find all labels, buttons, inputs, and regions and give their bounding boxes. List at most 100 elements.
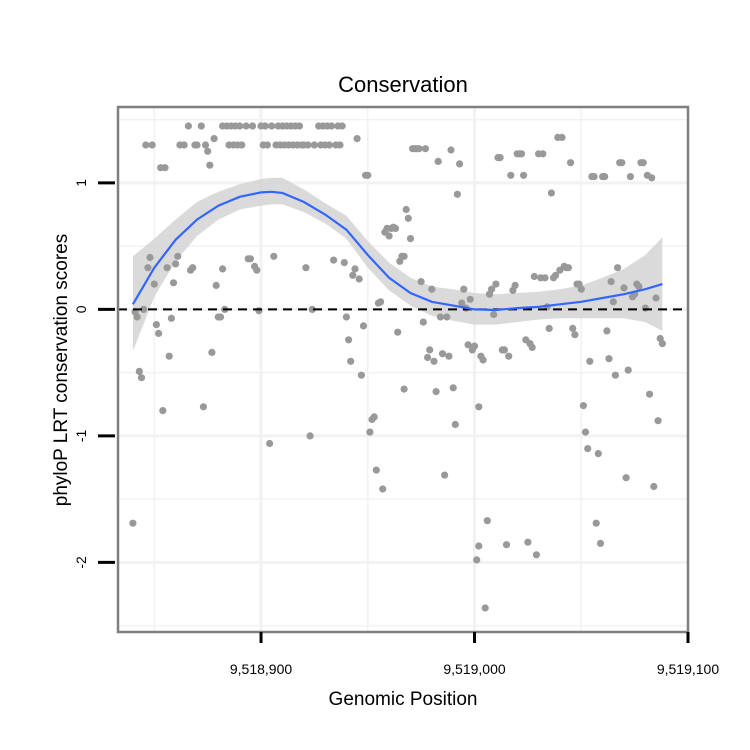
data-point xyxy=(159,407,167,415)
data-point xyxy=(479,356,487,364)
data-point xyxy=(193,141,201,149)
data-point xyxy=(349,271,357,279)
data-point xyxy=(255,307,263,315)
y-axis: -2 -1 0 1 xyxy=(73,179,115,569)
data-point xyxy=(475,542,483,550)
data-point xyxy=(146,253,154,262)
data-point xyxy=(370,413,378,421)
y-axis-label: phyloP LRT conservation scores xyxy=(51,234,72,507)
data-point xyxy=(434,157,442,165)
data-point xyxy=(248,122,257,130)
data-point xyxy=(150,280,158,288)
data-point xyxy=(648,174,656,182)
plot-panel xyxy=(116,105,690,634)
y-tick-label: -2 xyxy=(73,556,89,569)
data-point xyxy=(189,264,197,272)
data-point xyxy=(165,352,173,360)
data-point xyxy=(622,474,630,482)
data-point xyxy=(351,265,359,273)
data-point xyxy=(483,517,491,525)
data-point xyxy=(517,150,526,158)
data-point xyxy=(652,294,660,302)
data-point xyxy=(607,278,615,286)
data-point xyxy=(140,305,148,313)
data-point xyxy=(379,485,387,493)
data-point xyxy=(163,264,171,272)
data-point xyxy=(605,355,613,363)
data-point xyxy=(253,266,261,274)
data-point xyxy=(453,190,461,198)
data-point xyxy=(441,471,449,479)
data-point xyxy=(614,264,622,272)
data-point xyxy=(308,305,316,313)
data-point xyxy=(618,159,626,167)
data-point xyxy=(596,539,605,548)
data-point xyxy=(302,264,310,272)
data-point xyxy=(466,295,474,303)
data-point xyxy=(552,271,560,279)
data-point xyxy=(547,189,556,197)
data-point xyxy=(584,445,592,453)
data-point xyxy=(148,141,156,149)
x-tick-label: 9,519,000 xyxy=(443,661,505,677)
data-point xyxy=(558,133,566,141)
data-point xyxy=(419,318,427,326)
data-point xyxy=(172,260,180,268)
data-point xyxy=(400,252,408,260)
y-tick-label: -1 xyxy=(73,429,89,442)
data-point xyxy=(470,342,479,350)
x-axis-label: Genomic Position xyxy=(329,689,478,710)
data-point xyxy=(524,538,532,546)
y-tick-label: 0 xyxy=(73,305,89,313)
data-point xyxy=(609,298,617,306)
data-point xyxy=(654,417,662,425)
data-point xyxy=(426,346,434,354)
data-point xyxy=(658,340,667,348)
data-point xyxy=(567,159,575,167)
data-point xyxy=(449,384,457,392)
data-point xyxy=(611,371,620,379)
data-point xyxy=(447,146,455,154)
smooth-line xyxy=(131,190,663,312)
data-point xyxy=(507,171,515,179)
data-point xyxy=(500,346,508,354)
x-tick-label: 9,519,100 xyxy=(657,661,719,677)
data-point xyxy=(464,341,472,349)
data-point xyxy=(347,357,355,365)
data-point xyxy=(520,171,528,179)
data-point xyxy=(639,159,647,167)
data-point xyxy=(212,281,220,289)
data-point xyxy=(295,122,304,130)
data-point xyxy=(406,235,415,243)
data-point xyxy=(169,279,178,287)
data-point xyxy=(432,388,440,396)
data-points xyxy=(129,122,667,612)
data-point xyxy=(443,313,451,321)
data-point xyxy=(268,122,276,130)
data-point xyxy=(620,284,628,292)
panel-border xyxy=(116,105,690,634)
data-point xyxy=(488,285,496,293)
data-point xyxy=(246,255,254,263)
data-point xyxy=(197,122,205,130)
data-point xyxy=(210,135,218,143)
data-point xyxy=(473,556,481,564)
data-point xyxy=(424,353,432,362)
data-point xyxy=(492,280,500,288)
data-point xyxy=(184,122,192,130)
data-point xyxy=(603,327,611,335)
data-point xyxy=(460,285,468,293)
data-point xyxy=(310,141,318,149)
data-point xyxy=(438,350,447,358)
data-point xyxy=(135,367,143,375)
data-point xyxy=(541,274,549,282)
data-point xyxy=(586,357,594,365)
data-point xyxy=(530,272,538,281)
data-point xyxy=(532,551,541,559)
chart-title: Conservation xyxy=(338,72,468,97)
data-point xyxy=(505,352,513,360)
data-point xyxy=(624,366,632,374)
data-point xyxy=(199,403,207,411)
